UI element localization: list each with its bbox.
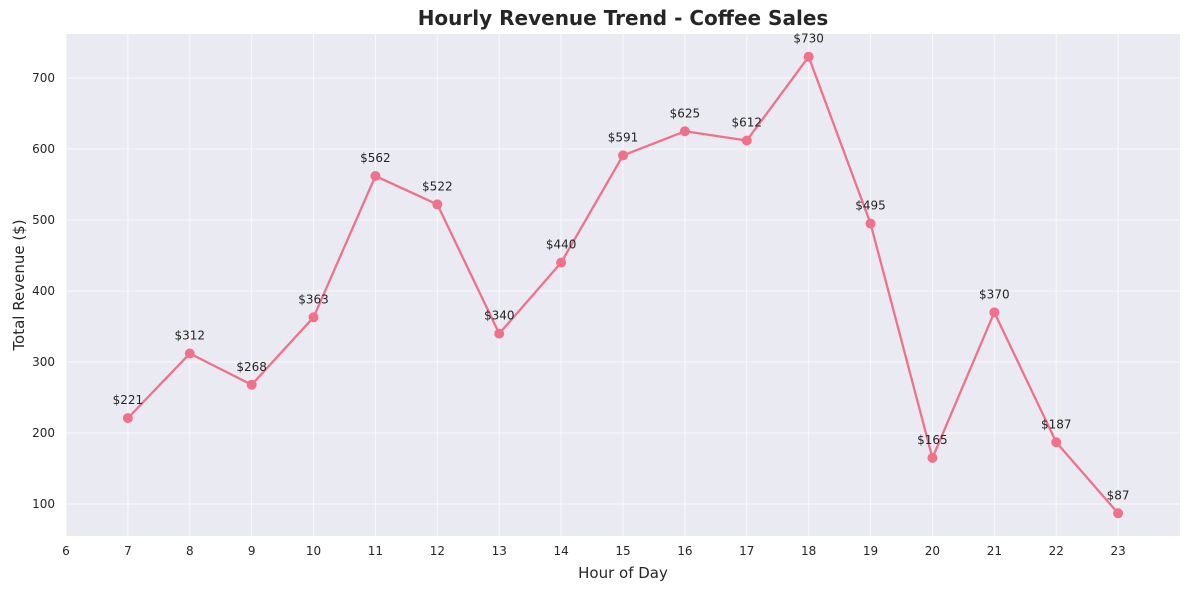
data-point: [865, 218, 876, 229]
data-label: $522: [422, 179, 453, 193]
y-axis-label: Total Revenue ($): [10, 219, 28, 351]
data-point: [803, 51, 814, 62]
x-tick-label: 17: [739, 544, 754, 558]
data-label: $495: [855, 199, 886, 213]
x-tick-label: 11: [368, 544, 383, 558]
data-label: $730: [793, 32, 824, 46]
x-tick-label: 23: [1110, 544, 1125, 558]
data-point: [184, 348, 195, 359]
y-tick-label: 600: [32, 142, 55, 156]
data-point: [246, 379, 257, 390]
data-point: [494, 328, 505, 339]
points-group: [122, 51, 1124, 519]
x-tick-label: 22: [1049, 544, 1064, 558]
y-tick-label: 500: [32, 213, 55, 227]
x-tick-label: 12: [430, 544, 445, 558]
x-tick-label: 9: [248, 544, 256, 558]
y-tick-label: 200: [32, 426, 55, 440]
y-ticks-group: 100 200 300 400 500 600 700: [32, 71, 55, 511]
data-label: $312: [175, 329, 206, 343]
data-label: $268: [236, 360, 267, 374]
data-point: [989, 307, 1000, 318]
data-label: $221: [113, 393, 144, 407]
data-point: [679, 126, 690, 137]
x-tick-label: 13: [492, 544, 507, 558]
data-label: $87: [1107, 488, 1130, 502]
data-point: [1051, 437, 1062, 448]
data-labels-group: $221 $312 $268 $363 $562 $522 $340 $440 $591 $625…: [113, 32, 1130, 503]
chart-title: Hourly Revenue Trend - Coffee Sales: [418, 6, 829, 30]
x-tick-label: 15: [615, 544, 630, 558]
data-label: $165: [917, 433, 948, 447]
data-label: $562: [360, 151, 391, 165]
y-tick-label: 100: [32, 497, 55, 511]
data-label: $370: [979, 287, 1010, 301]
y-tick-label: 400: [32, 284, 55, 298]
x-tick-label: 14: [553, 544, 568, 558]
data-point: [741, 135, 752, 146]
x-tick-label: 19: [863, 544, 878, 558]
x-ticks-group: 6 7 8 9 10 11 12 13 14 15 16 17 18 19 20 21 22 23: [62, 544, 1126, 558]
data-label: $440: [546, 238, 577, 252]
data-label: $340: [484, 309, 515, 323]
y-tick-label: 700: [32, 71, 55, 85]
data-point: [556, 257, 567, 268]
data-label: $363: [298, 292, 329, 306]
data-label: $612: [732, 116, 763, 130]
x-tick-label: 7: [124, 544, 132, 558]
data-point: [432, 199, 443, 210]
x-tick-label: 6: [62, 544, 70, 558]
data-point: [618, 150, 628, 161]
x-tick-label: 16: [677, 544, 692, 558]
x-axis-label: Hour of Day: [578, 564, 668, 582]
data-label: $187: [1041, 417, 1072, 431]
x-tick-label: 10: [306, 544, 321, 558]
y-tick-label: 300: [32, 355, 55, 369]
x-tick-label: 21: [987, 544, 1002, 558]
x-tick-label: 18: [801, 544, 816, 558]
data-label: $591: [608, 130, 639, 144]
data-point: [927, 452, 938, 463]
x-tick-label: 8: [186, 544, 194, 558]
x-tick-label: 20: [925, 544, 940, 558]
data-point: [370, 171, 381, 182]
data-point: [1113, 508, 1124, 519]
data-point: [122, 413, 133, 424]
grid-lines: [65, 34, 1180, 536]
data-point: [308, 312, 319, 323]
data-label: $625: [670, 106, 701, 120]
